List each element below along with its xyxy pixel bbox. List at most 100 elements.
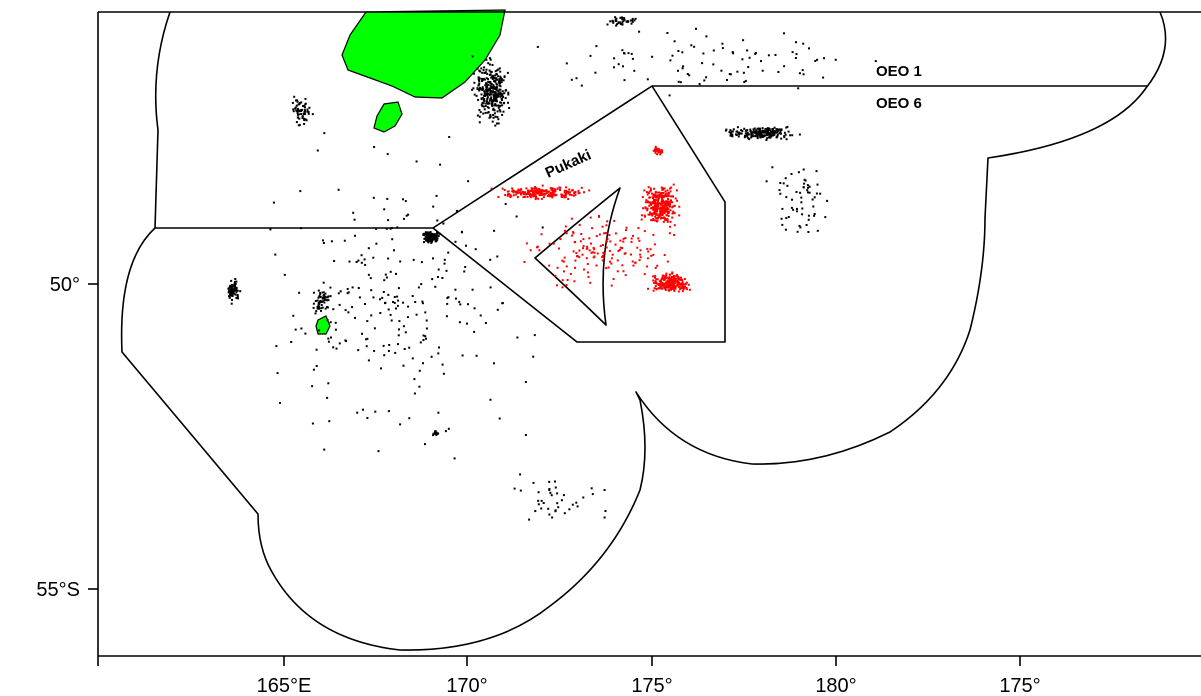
record-point bbox=[326, 306, 329, 309]
record-point bbox=[617, 249, 620, 252]
record-point bbox=[595, 264, 598, 267]
record-point bbox=[562, 195, 565, 198]
record-point bbox=[676, 281, 679, 284]
record-point bbox=[548, 488, 551, 490]
record-point bbox=[556, 502, 559, 505]
record-point bbox=[399, 423, 402, 426]
record-point bbox=[762, 134, 765, 137]
y-tick-label-50: 50° bbox=[50, 274, 80, 296]
record-point bbox=[668, 286, 671, 289]
record-point bbox=[565, 186, 568, 189]
record-point bbox=[610, 262, 613, 265]
record-point bbox=[669, 187, 671, 190]
record-point bbox=[645, 199, 648, 202]
record-point bbox=[815, 192, 818, 195]
record-point bbox=[765, 128, 768, 131]
record-point bbox=[652, 206, 655, 209]
record-point bbox=[669, 59, 672, 62]
record-point bbox=[459, 303, 462, 306]
record-point bbox=[538, 191, 541, 194]
record-point bbox=[737, 135, 740, 138]
record-point bbox=[301, 117, 304, 119]
record-point bbox=[647, 191, 650, 194]
record-point bbox=[695, 27, 697, 30]
record-point bbox=[756, 132, 759, 135]
record-point bbox=[327, 382, 330, 385]
record-point bbox=[783, 131, 786, 134]
record-point bbox=[437, 235, 440, 237]
record-point bbox=[562, 494, 565, 497]
record-point bbox=[492, 74, 495, 77]
record-point bbox=[494, 79, 497, 82]
record-point bbox=[516, 196, 519, 199]
record-point bbox=[660, 203, 663, 206]
record-point bbox=[411, 357, 414, 360]
record-point bbox=[780, 132, 782, 135]
record-point bbox=[670, 186, 673, 189]
record-point bbox=[475, 94, 478, 97]
record-point bbox=[646, 78, 649, 81]
record-point bbox=[411, 295, 414, 297]
record-point bbox=[473, 330, 476, 333]
record-point bbox=[774, 131, 777, 134]
record-point bbox=[630, 52, 633, 55]
record-point bbox=[534, 510, 537, 513]
record-point bbox=[575, 252, 578, 254]
record-point bbox=[491, 78, 494, 80]
record-point bbox=[534, 191, 537, 194]
record-point bbox=[333, 260, 336, 262]
record-point bbox=[786, 184, 789, 187]
record-point bbox=[487, 93, 490, 96]
record-point bbox=[495, 104, 498, 107]
record-point bbox=[583, 268, 585, 271]
record-point bbox=[503, 92, 506, 95]
record-point bbox=[297, 124, 300, 127]
record-point bbox=[480, 67, 483, 70]
record-point bbox=[298, 102, 301, 105]
record-point bbox=[668, 94, 671, 97]
record-point bbox=[492, 76, 495, 79]
record-point bbox=[405, 214, 408, 217]
record-point bbox=[360, 261, 363, 264]
record-point bbox=[329, 286, 332, 289]
record-point bbox=[590, 487, 593, 490]
record-point bbox=[771, 128, 774, 131]
record-point bbox=[640, 218, 643, 221]
record-point bbox=[228, 296, 231, 299]
record-point bbox=[361, 332, 363, 335]
record-point bbox=[433, 233, 436, 236]
record-point bbox=[490, 104, 493, 106]
record-point bbox=[651, 213, 654, 216]
record-point bbox=[530, 194, 533, 197]
record-point bbox=[790, 173, 793, 175]
record-point bbox=[657, 214, 660, 217]
record-point bbox=[495, 98, 498, 101]
record-point bbox=[653, 187, 656, 190]
record-point bbox=[487, 102, 489, 105]
record-point bbox=[314, 312, 317, 315]
record-point bbox=[621, 247, 624, 249]
record-point bbox=[536, 45, 539, 48]
record-point bbox=[665, 200, 668, 203]
region-labels: OEO 1 OEO 6 Pukaki bbox=[543, 63, 922, 182]
record-point bbox=[646, 191, 648, 194]
record-point bbox=[593, 248, 596, 251]
record-point bbox=[402, 301, 405, 304]
record-point bbox=[796, 230, 799, 233]
record-point bbox=[373, 146, 376, 148]
record-point bbox=[318, 307, 321, 310]
record-point bbox=[630, 240, 633, 243]
record-point bbox=[481, 97, 484, 100]
record-point bbox=[460, 230, 463, 233]
record-point bbox=[738, 131, 741, 134]
record-point bbox=[732, 128, 735, 131]
record-point bbox=[476, 114, 479, 117]
record-point bbox=[743, 81, 746, 84]
record-point bbox=[627, 52, 630, 55]
record-point bbox=[631, 260, 634, 263]
record-point bbox=[667, 204, 670, 207]
record-point bbox=[619, 239, 622, 242]
record-point bbox=[481, 105, 484, 108]
record-point bbox=[555, 194, 558, 197]
record-point bbox=[798, 72, 801, 75]
